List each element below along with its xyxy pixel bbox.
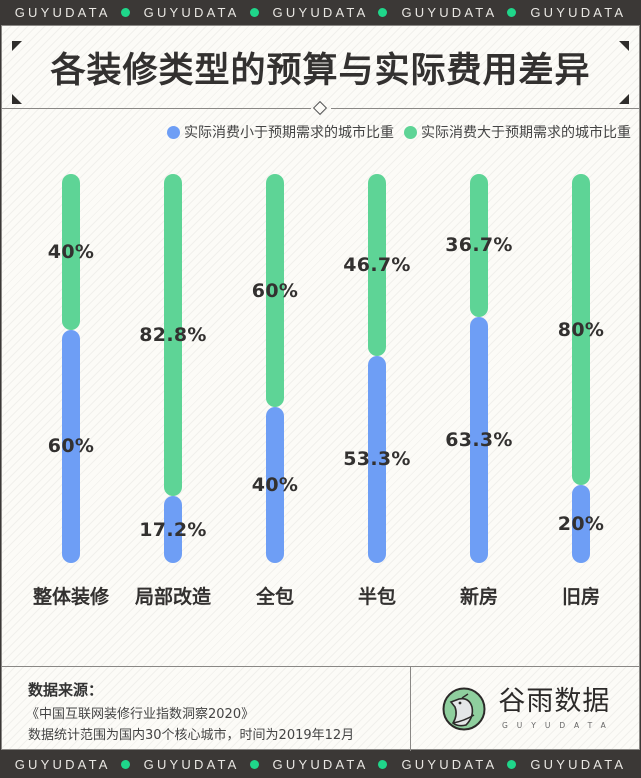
- bottom-ticker-banner: GUYUDATA GUYUDATA GUYUDATA GUYUDATA GUYUDATA: [0, 750, 641, 778]
- page-title: 各装修类型的预算与实际费用差异: [50, 51, 591, 91]
- top-ticker-banner: GUYUDATA GUYUDATA GUYUDATA GUYUDATA GUYUDATA: [0, 0, 641, 25]
- ticker-text: GUYUDATA: [14, 756, 111, 772]
- stacked-bar-chart: 40% 60% 整体装修 82.8% 17.2% 局部改造 60% 40% 全包 46.7% 53.…: [2, 26, 639, 666]
- green-dot-icon: [120, 8, 130, 17]
- value-label-over-budget: 60%: [251, 279, 299, 302]
- green-dot-icon: [378, 759, 388, 769]
- bar-3: [266, 174, 284, 563]
- green-dot-icon: [120, 759, 130, 769]
- bar-segment-over-budget: [470, 174, 488, 317]
- bar-2: [164, 174, 182, 563]
- ticker-text: GUYUDATA: [530, 756, 627, 772]
- ticker-text: GUYUDATA: [401, 756, 498, 772]
- source-scope-note: 数据统计范围为国内30个核心城市，时间为2019年12月: [28, 728, 355, 743]
- infographic-panel: 各装修类型的预算与实际费用差异 实际消费小于预期需求的城市比重 实际消费大于预期…: [1, 25, 640, 751]
- bird-logo-icon: [442, 687, 486, 731]
- logo-chinese-name: 谷雨数据: [498, 686, 611, 717]
- category-label: 全包: [255, 586, 295, 608]
- footer-divider: [410, 667, 411, 751]
- title-divider: [2, 100, 639, 116]
- title-box: 各装修类型的预算与实际费用差异: [2, 26, 639, 108]
- ticker-text: GUYUDATA: [530, 5, 627, 20]
- category-label: 局部改造: [134, 586, 212, 608]
- value-label-over-budget: 36.7%: [445, 234, 513, 257]
- chart-legend: 实际消费小于预期需求的城市比重 实际消费大于预期需求的城市比重: [167, 122, 631, 142]
- corner-triangle-icon: [619, 94, 629, 104]
- bar-segment-under-budget: [62, 329, 80, 563]
- bar-segment-over-budget: [572, 174, 590, 486]
- category-label: 新房: [459, 586, 499, 608]
- bar-segment-over-budget: [266, 174, 284, 408]
- bar-segment-over-budget: [368, 174, 386, 356]
- value-label-under-budget: 53.3%: [343, 448, 411, 471]
- source-heading: 数据来源：: [28, 681, 104, 699]
- corner-triangle-icon: [12, 94, 22, 104]
- bar-segment-over-budget: [62, 174, 80, 330]
- ticker-text: GUYUDATA: [272, 756, 369, 772]
- value-label-over-budget: 82.8%: [139, 324, 207, 347]
- bar-segment-over-budget: [164, 174, 182, 497]
- value-label-under-budget: 20%: [557, 513, 605, 536]
- green-dot-icon: [404, 125, 417, 139]
- green-dot-icon: [249, 8, 259, 17]
- divider-line: [331, 108, 639, 109]
- bar-segment-under-budget: [164, 496, 182, 563]
- value-label-under-budget: 63.3%: [445, 428, 513, 451]
- green-dot-icon: [249, 759, 259, 769]
- bar-segment-under-budget: [368, 355, 386, 563]
- legend-item-over-budget: 实际消费大于预期需求的城市比重: [404, 122, 631, 142]
- bar-segment-under-budget: [572, 485, 590, 563]
- legend-label: 实际消费小于预期需求的城市比重: [184, 125, 394, 141]
- category-label: 整体装修: [32, 586, 110, 608]
- category-label: 半包: [357, 586, 397, 608]
- bar-segment-under-budget: [470, 316, 488, 563]
- ticker-text: GUYUDATA: [401, 5, 498, 20]
- green-dot-icon: [507, 8, 517, 17]
- divider-line: [2, 108, 311, 109]
- logo-english-name: GUYUDATA: [502, 721, 615, 730]
- green-dot-icon: [378, 8, 388, 17]
- value-label-under-budget: 60%: [47, 435, 95, 458]
- value-label-under-budget: 40%: [251, 474, 299, 497]
- value-label-under-budget: 17.2%: [139, 518, 207, 541]
- bar-5: [470, 174, 488, 563]
- corner-triangle-icon: [619, 41, 629, 51]
- ticker-text: GUYUDATA: [143, 756, 240, 772]
- bar-6: [572, 174, 590, 563]
- ticker-text: GUYUDATA: [143, 5, 240, 20]
- bar-segment-under-budget: [266, 407, 284, 563]
- brand-logo: 谷雨数据 GUYUDATA: [442, 687, 615, 731]
- legend-label: 实际消费大于预期需求的城市比重: [421, 125, 631, 141]
- bar-1: [62, 174, 80, 563]
- source-report-title: 《中国互联网装修行业指数洞察2020》: [26, 707, 255, 722]
- ticker-text: GUYUDATA: [272, 5, 369, 20]
- bar-4: [368, 174, 386, 563]
- legend-item-under-budget: 实际消费小于预期需求的城市比重: [167, 122, 394, 142]
- value-label-over-budget: 80%: [557, 318, 605, 341]
- value-label-over-budget: 46.7%: [343, 253, 411, 276]
- logo-text: 谷雨数据 GUYUDATA: [494, 688, 615, 730]
- ticker-text: GUYUDATA: [14, 5, 111, 20]
- category-label: 旧房: [561, 586, 601, 608]
- corner-triangle-icon: [12, 41, 22, 51]
- footer: 数据来源： 《中国互联网装修行业指数洞察2020》 数据统计范围为国内30个核心…: [2, 666, 639, 751]
- green-dot-icon: [507, 759, 517, 769]
- blue-dot-icon: [167, 125, 180, 139]
- value-label-over-budget: 40%: [47, 240, 95, 263]
